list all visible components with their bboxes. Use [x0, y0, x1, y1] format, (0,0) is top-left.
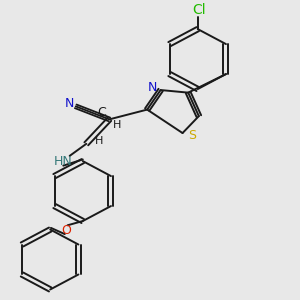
Text: C: C [97, 106, 106, 119]
Text: Cl: Cl [193, 3, 206, 17]
Text: O: O [61, 224, 71, 237]
Text: S: S [188, 129, 196, 142]
Text: HN: HN [54, 155, 73, 168]
Text: N: N [64, 97, 74, 110]
Text: N: N [147, 81, 157, 94]
Text: H: H [113, 120, 121, 130]
Text: H: H [94, 136, 103, 146]
